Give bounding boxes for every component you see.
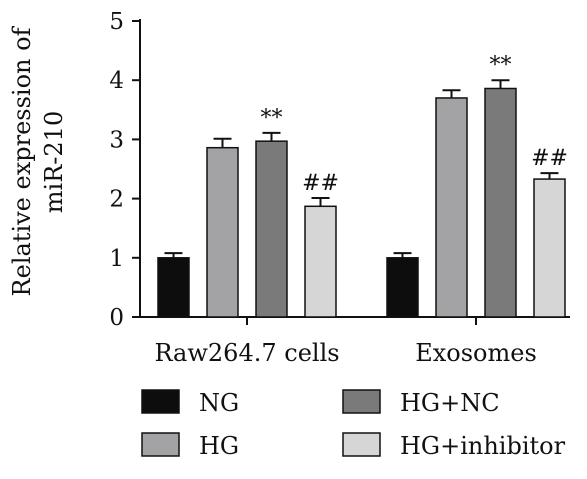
y-tick-label: 3 [109,127,124,153]
legend-item: HG+NC [342,389,500,417]
y-tick-label: 4 [109,68,124,94]
bar [484,87,517,318]
bar [386,257,419,318]
legend-label: HG+inhibitor [400,432,566,460]
legend-item: NG [141,389,239,417]
bar [533,178,566,318]
significance-marker: ** [490,53,512,78]
y-axis-title-line2: miR-210 [40,111,68,213]
bar [206,146,239,318]
y-tick-label: 1 [109,246,124,272]
significance-marker: ## [302,171,339,196]
legend-swatch [342,432,381,457]
y-tick-label: 2 [109,187,124,213]
bar [304,205,337,318]
legend-label: HG [199,432,239,460]
bar [157,257,190,318]
bar [435,97,468,318]
legend-swatch [141,432,180,457]
y-axis-title-line1: Relative expression of [8,25,36,296]
y-axis-title: Relative expression of miR-210 [8,25,68,296]
bar [255,140,288,318]
significance-marker: ** [261,106,283,131]
x-category-label: Exosomes [415,339,537,367]
bars: ** ## ** ## [157,53,568,318]
y-tick-label: 5 [109,9,124,35]
legend-item: HG [141,432,239,460]
legend: NG HG HG+NC HG+inhibitor [141,389,566,460]
legend-swatch [141,389,180,414]
legend-label: HG+NC [400,389,500,417]
significance-marker: ## [531,146,568,171]
y-tick-label: 0 [109,305,124,331]
axes: 0 1 2 3 4 5 Raw264.7 cells Exosomes [109,9,570,367]
legend-swatch [342,389,381,414]
legend-label: NG [199,389,239,417]
x-category-label: Raw264.7 cells [154,339,339,367]
legend-item: HG+inhibitor [342,432,566,460]
